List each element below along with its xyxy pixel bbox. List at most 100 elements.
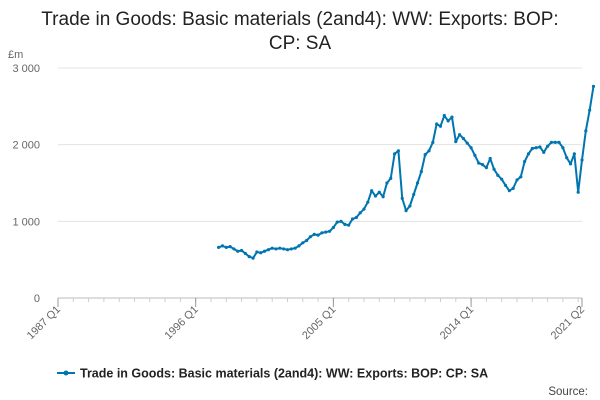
x-tick-label: 2021 Q2 bbox=[549, 304, 587, 342]
data-point bbox=[465, 141, 469, 145]
data-point bbox=[427, 149, 431, 153]
data-point bbox=[446, 119, 450, 123]
data-point bbox=[400, 196, 404, 200]
data-point bbox=[278, 246, 282, 250]
data-point bbox=[423, 153, 427, 157]
data-point bbox=[220, 244, 225, 248]
data-point bbox=[526, 152, 531, 156]
data-point bbox=[381, 195, 385, 199]
data-point bbox=[335, 220, 339, 224]
data-point bbox=[392, 152, 397, 156]
data-point bbox=[232, 247, 236, 251]
legend-series-label: Trade in Goods: Basic materials (2and4):… bbox=[80, 367, 488, 381]
x-tick-label: 2014 Q1 bbox=[438, 304, 476, 342]
data-point bbox=[270, 246, 274, 250]
x-tick-label: 1987 Q1 bbox=[25, 304, 63, 342]
y-axis-unit-label: £m bbox=[8, 49, 23, 61]
data-point bbox=[224, 245, 228, 249]
y-tick-label: 0 bbox=[34, 293, 40, 305]
data-point bbox=[297, 244, 301, 248]
data-point bbox=[228, 245, 232, 249]
data-point bbox=[580, 158, 584, 162]
data-point bbox=[358, 211, 362, 215]
data-point bbox=[339, 219, 343, 223]
data-point bbox=[377, 190, 381, 194]
data-point bbox=[584, 129, 588, 133]
data-point bbox=[239, 248, 244, 253]
data-point bbox=[461, 136, 466, 141]
y-axis-ticks: 0 1 000 2 000 3 000 bbox=[12, 63, 40, 305]
data-point bbox=[408, 204, 412, 208]
data-point bbox=[343, 222, 347, 226]
data-point bbox=[293, 246, 297, 250]
data-point bbox=[274, 247, 278, 251]
data-point bbox=[362, 207, 366, 211]
data-point bbox=[435, 122, 439, 126]
data-point bbox=[236, 249, 240, 253]
data-point bbox=[496, 173, 500, 177]
data-point bbox=[247, 255, 251, 259]
data-point bbox=[458, 133, 462, 137]
data-point bbox=[385, 181, 389, 185]
legend-point-marker bbox=[63, 370, 69, 376]
data-point bbox=[331, 225, 335, 230]
data-point bbox=[549, 140, 554, 144]
data-point bbox=[450, 115, 454, 119]
data-point bbox=[308, 235, 313, 239]
chart-title-line-1: Trade in Goods: Basic materials (2and4):… bbox=[41, 9, 558, 30]
data-point bbox=[523, 159, 527, 164]
source-label: Source: bbox=[548, 386, 588, 398]
x-tick-label: 1996 Q1 bbox=[162, 304, 200, 342]
data-point bbox=[285, 248, 290, 252]
data-point bbox=[327, 229, 332, 233]
data-point bbox=[259, 251, 263, 255]
data-point bbox=[316, 233, 320, 237]
data-point bbox=[373, 194, 378, 198]
data-point bbox=[305, 238, 309, 243]
data-point bbox=[350, 217, 355, 221]
data-point bbox=[354, 215, 358, 220]
data-point bbox=[484, 166, 488, 170]
data-point bbox=[442, 113, 446, 118]
data-point bbox=[553, 140, 557, 144]
data-point bbox=[251, 256, 255, 260]
data-point bbox=[289, 247, 293, 251]
data-point bbox=[438, 124, 443, 128]
data-point bbox=[511, 186, 515, 190]
data-point bbox=[565, 156, 569, 160]
data-point bbox=[507, 189, 511, 193]
data-point bbox=[262, 249, 267, 253]
data-point bbox=[538, 145, 542, 149]
data-point bbox=[500, 177, 504, 181]
x-tick-label: 2005 Q1 bbox=[300, 304, 338, 342]
data-point bbox=[591, 84, 596, 88]
y-tick-label: 2 000 bbox=[12, 140, 40, 152]
data-point bbox=[412, 192, 416, 197]
data-point bbox=[243, 251, 248, 256]
data-point bbox=[572, 152, 576, 156]
data-point bbox=[320, 231, 324, 235]
data-point bbox=[515, 178, 519, 182]
data-point bbox=[282, 247, 286, 251]
data-point bbox=[454, 140, 458, 144]
data-point bbox=[266, 248, 270, 252]
data-point bbox=[480, 163, 485, 167]
data-point bbox=[530, 146, 534, 151]
data-point bbox=[492, 167, 496, 171]
series-line bbox=[218, 86, 595, 260]
data-point bbox=[488, 156, 492, 161]
data-point bbox=[576, 190, 580, 194]
data-point bbox=[415, 181, 420, 185]
data-point bbox=[473, 153, 477, 157]
gridlines bbox=[58, 67, 582, 299]
data-point bbox=[557, 140, 561, 144]
data-point bbox=[347, 223, 351, 227]
data-point bbox=[389, 176, 393, 180]
x-axis: 1987 Q1 1996 Q1 2005 Q1 2014 Q1 2021 Q2 bbox=[25, 298, 587, 342]
data-point bbox=[419, 169, 423, 174]
data-point bbox=[404, 209, 408, 213]
data-point bbox=[568, 162, 573, 166]
data-point bbox=[469, 146, 473, 150]
data-point bbox=[255, 250, 259, 254]
